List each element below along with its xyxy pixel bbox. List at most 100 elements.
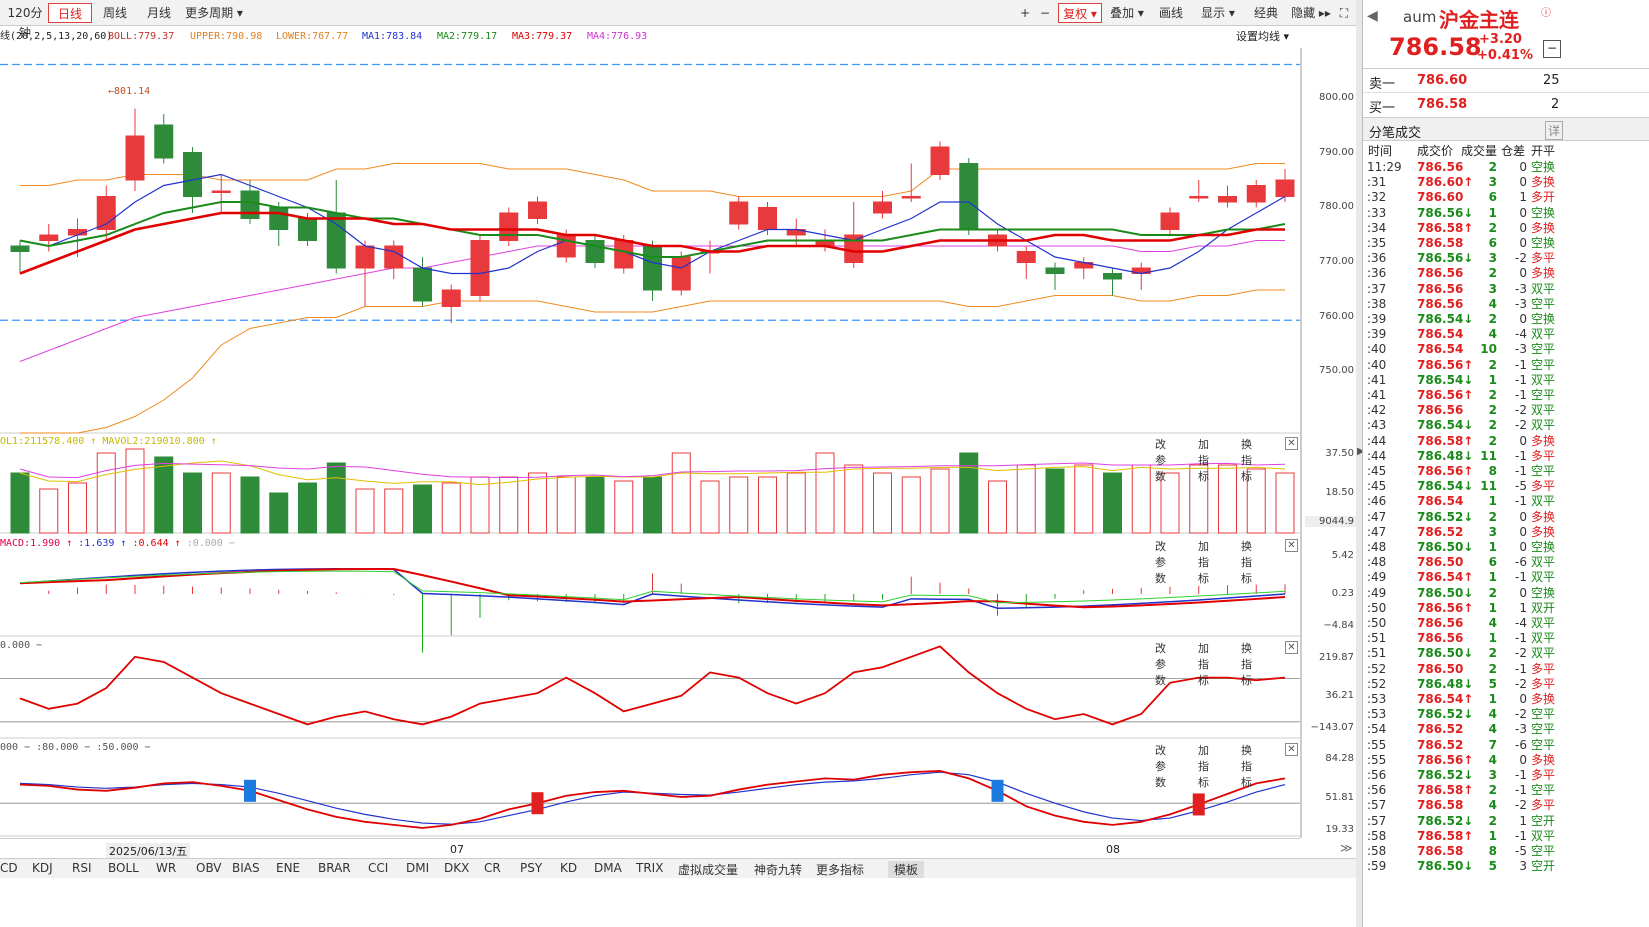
add-indicator-button[interactable]: 加指标	[1198, 438, 1209, 483]
candle-body	[873, 201, 892, 214]
indicator-tab-14[interactable]: KD	[560, 861, 578, 875]
indicator-tab-9[interactable]: CCI	[368, 861, 389, 875]
close-icon[interactable]: ✕	[1285, 437, 1298, 450]
add-indicator-button[interactable]: 加指标	[1198, 744, 1209, 789]
kline-chart[interactable]	[0, 48, 1300, 838]
modify-params-button[interactable]: 改参数	[1155, 642, 1166, 687]
trades-title: 分笔成交	[1369, 126, 1422, 141]
period-daily-button[interactable]: 日线	[48, 3, 92, 23]
classic-button[interactable]: 经典	[1253, 6, 1278, 20]
trade-time: :41	[1367, 388, 1387, 402]
close-icon[interactable]: ✕	[1285, 743, 1298, 756]
overlay-dropdown[interactable]: 叠加 ▾	[1110, 6, 1144, 20]
trade-row: :52 786.50 2 -1 多平	[1363, 662, 1563, 677]
indicator-tab-7[interactable]: ENE	[276, 861, 301, 875]
draw-line-button[interactable]: 画线	[1158, 6, 1183, 20]
indicator-tab-12[interactable]: CR	[484, 861, 501, 875]
collapse-arrow-icon[interactable]: ▶	[1357, 446, 1365, 457]
hide-button[interactable]: 隐藏 ▸▸	[1291, 6, 1331, 20]
switch-indicator-button[interactable]: 换指标	[1241, 540, 1252, 585]
add-indicator-button[interactable]: 加指标	[1198, 540, 1209, 585]
info-icon[interactable]: ⓘ	[1541, 8, 1551, 19]
trade-type: 空换	[1531, 540, 1556, 554]
zoom-out-button[interactable]: −	[1039, 6, 1051, 20]
trade-volume: 2	[1488, 661, 1497, 676]
set-ma-dropdown[interactable]: 设置均线 ▾	[1236, 30, 1290, 43]
indicator-tab-6[interactable]: BIAS	[232, 861, 260, 875]
display-dropdown[interactable]: 显示 ▾	[1201, 6, 1235, 20]
modify-params-button[interactable]: 改参数	[1155, 438, 1166, 483]
trade-price: 786.58↑	[1417, 220, 1474, 235]
trade-time: :44	[1367, 448, 1387, 463]
ma3-line	[19, 211, 1285, 275]
price-axis-divider	[1300, 48, 1302, 838]
trade-volume: 4	[1488, 327, 1497, 342]
indicator-tab-13[interactable]: PSY	[520, 861, 543, 875]
trade-oi-change: 1	[1519, 813, 1527, 828]
indicator-tab-3[interactable]: BOLL	[108, 861, 139, 875]
fullscreen-icon[interactable]: ⛶	[1339, 6, 1349, 20]
period-120min-button[interactable]: 120分钟	[7, 6, 43, 40]
more-periods-dropdown[interactable]: 更多周期 ▾	[185, 6, 243, 20]
modify-params-button[interactable]: 改参数	[1155, 540, 1166, 585]
trade-type: 双平	[1531, 494, 1556, 509]
instrument-code: aum	[1403, 8, 1437, 26]
trade-time: :36	[1367, 251, 1387, 266]
indicator-tab-11[interactable]: DKX	[444, 861, 470, 875]
detail-button[interactable]: 详	[1545, 121, 1564, 140]
indicator-tab-1[interactable]: KDJ	[32, 861, 53, 875]
modify-params-button[interactable]: 改参数	[1155, 744, 1166, 789]
main-indicator-legend: 线(20,2,5,13,20,60) BOLL:779.37 UPPER:790…	[0, 26, 1360, 48]
trade-volume: 1	[1488, 828, 1497, 843]
trade-oi-change: -1	[1515, 464, 1527, 478]
indicator-tab-15[interactable]: DMA	[594, 861, 622, 875]
close-icon[interactable]: ✕	[1285, 641, 1298, 654]
trades-column-headers: 时间 成交价 成交量 仓差 开平	[1363, 142, 1563, 158]
indicator-tab-20[interactable]: 模板	[888, 861, 925, 878]
indicator-tab-18[interactable]: 神奇九转	[754, 863, 803, 877]
price-change: +3.20	[1479, 32, 1522, 47]
indicator-tab-5[interactable]: OBV	[196, 861, 222, 875]
indicator-tab-2[interactable]: RSI	[72, 861, 92, 875]
trade-volume: 2	[1488, 160, 1497, 174]
panel-splitter[interactable]: ▶	[1356, 0, 1365, 927]
trade-type: 双平	[1531, 555, 1556, 570]
panel4-tick: 51.81	[1325, 792, 1354, 803]
collapse-button[interactable]: −	[1543, 40, 1561, 58]
trade-time: :34	[1367, 220, 1387, 235]
volume-bar	[154, 456, 174, 534]
close-icon[interactable]: ✕	[1285, 539, 1298, 552]
trade-volume: 6	[1488, 236, 1497, 250]
adjust-dropdown[interactable]: 复权 ▾	[1058, 3, 1102, 23]
indicator-tab-4[interactable]: WR	[156, 861, 177, 875]
volume-tick: 18.50	[1325, 487, 1354, 498]
indicator-tab-16[interactable]: TRIX	[636, 861, 664, 875]
candle-body	[901, 196, 921, 199]
indicator-tab-8[interactable]: BRAR	[318, 861, 351, 875]
trade-oi-change: -2	[1515, 418, 1527, 433]
trade-price: 786.56	[1417, 403, 1464, 418]
scroll-right-icon[interactable]: ≫	[1340, 841, 1353, 855]
switch-indicator-button[interactable]: 换指标	[1241, 642, 1252, 687]
indicator-tab-19[interactable]: 更多指标	[816, 863, 865, 877]
trade-time: :47	[1367, 524, 1387, 539]
volume-bar	[125, 448, 145, 534]
switch-indicator-button[interactable]: 换指标	[1241, 744, 1252, 789]
period-monthly-button[interactable]: 月线	[146, 6, 171, 20]
zoom-in-button[interactable]: +	[1019, 6, 1031, 20]
trade-volume: 4	[1488, 798, 1497, 813]
trade-type: 空换	[1531, 160, 1556, 174]
candle-body	[326, 212, 346, 269]
prev-arrow-icon[interactable]: ◀	[1367, 8, 1378, 24]
candle-body	[959, 163, 979, 230]
indicator-tab-17[interactable]: 虚拟成交量	[678, 863, 739, 877]
add-indicator-button[interactable]: 加指标	[1198, 642, 1209, 687]
period-weekly-button[interactable]: 周线	[102, 6, 127, 20]
switch-indicator-button[interactable]: 换指标	[1241, 438, 1252, 483]
trade-time: :56	[1367, 783, 1387, 798]
indicator-tab-0[interactable]: CD	[0, 861, 18, 875]
price-tick: 800.00	[1319, 92, 1354, 103]
indicator-tab-10[interactable]: DMI	[406, 861, 430, 875]
trade-type: 空换	[1531, 312, 1556, 326]
trade-volume: 11	[1480, 448, 1497, 463]
